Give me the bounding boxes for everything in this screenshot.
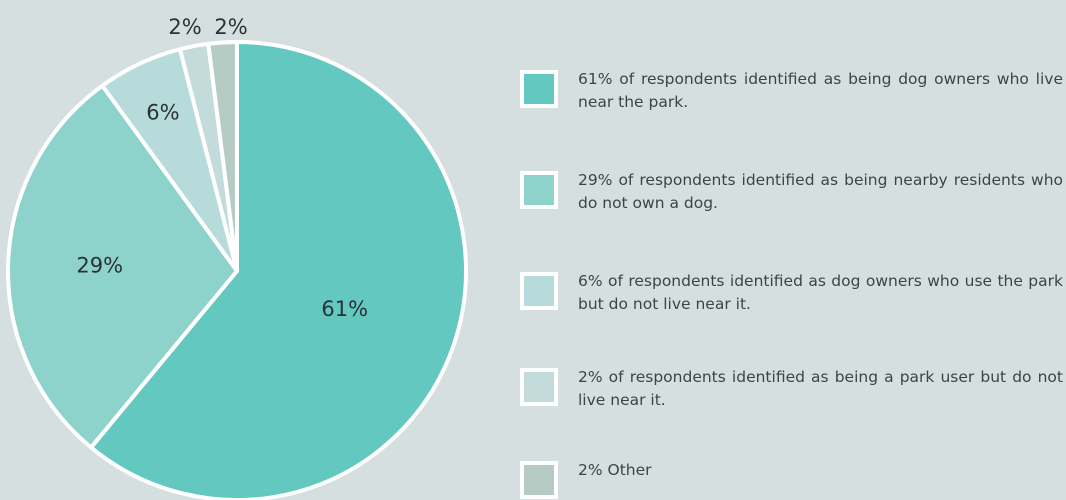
legend-label: 29% of respondents identified as being n… <box>578 171 1063 212</box>
legend-swatch <box>520 368 558 406</box>
legend-label: 2% of respondents identified as being a … <box>578 368 1063 409</box>
slice-label: 29% <box>76 254 123 278</box>
legend-swatch <box>520 272 558 310</box>
slice-label: 2% <box>214 15 247 39</box>
legend-swatch <box>520 70 558 108</box>
legend-label: 61% of respondents identified as being d… <box>578 70 1063 111</box>
legend-swatch <box>520 171 558 209</box>
slice-label: 61% <box>321 297 368 321</box>
legend-label: 2% Other <box>578 461 652 479</box>
pie-slice <box>206 40 239 273</box>
pie-slice <box>89 40 468 500</box>
legend-label: 6% of respondents identified as dog owne… <box>578 272 1063 313</box>
slice-label: 2% <box>168 15 201 39</box>
pie-slice <box>6 83 239 450</box>
slice-label: 6% <box>146 101 179 125</box>
legend-swatch <box>520 461 558 499</box>
